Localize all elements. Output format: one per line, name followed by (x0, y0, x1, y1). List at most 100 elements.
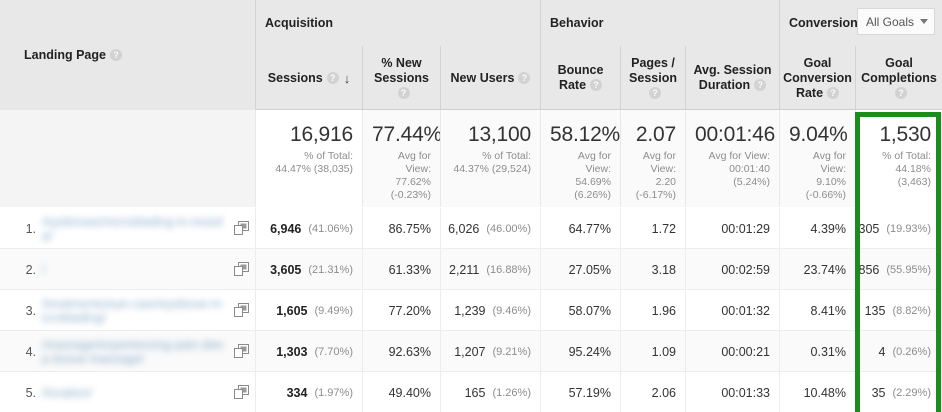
summary-avg-session-duration-sub2: 00:01:40 (729, 163, 770, 175)
column-header-new-users-label: New Users (450, 70, 515, 85)
summary-new-users-sub2: 44.37% (29,524) (453, 163, 531, 175)
summary-pct-new-sessions-value: 77.44% (372, 123, 443, 146)
summary-bounce-rate-sub1: Avg for View: (577, 150, 611, 175)
cell-pct-new-sessions-value: 77.20% (388, 303, 431, 318)
column-header-goal-conversion-rate-label: Goal Conversion Rate (783, 55, 852, 100)
cell-pct-new-sessions: 61.33% (362, 249, 440, 290)
landing-page-link[interactable]: / (42, 262, 46, 277)
cell-new-users-percent: (9.46%) (492, 304, 531, 317)
cell-avg-duration-value: 00:02:59 (721, 262, 770, 277)
group-header-conversions-label: Conversions (789, 16, 865, 30)
summary-avg-session-duration: 00:01:46 Avg for View: 00:01:40 (5.24%) (685, 110, 779, 207)
column-header-bounce-rate[interactable]: Bounce Rate? (540, 46, 620, 110)
row-index: 3. (25, 303, 36, 318)
column-header-goal-completions[interactable]: Goal Completions? (855, 46, 942, 110)
cell-pct-new-sessions: 92.63% (362, 331, 440, 372)
cell-pct-new-sessions-value: 61.33% (388, 262, 431, 277)
cell-new-users-percent: (16.88%) (486, 263, 531, 276)
group-header-acquisition-label: Acquisition (265, 16, 334, 30)
cell-goal-conv-rate: 4.39% (779, 208, 855, 249)
cell-goal-conv-rate: 10.48% (779, 372, 855, 412)
cell-sessions-value: 6,946 (270, 221, 302, 236)
cell-new-users: 6,026 (46.00%) (440, 208, 540, 249)
group-header-behavior-label: Behavior (550, 16, 604, 30)
cell-goal-completions-percent: (0.26%) (892, 345, 931, 358)
column-header-pages-session[interactable]: Pages / Session? (620, 46, 685, 110)
cell-pct-new-sessions: 77.20% (362, 290, 440, 331)
landing-page-link[interactable]: /treatments/eye-care/eyebrow-microbladin… (42, 296, 222, 325)
cell-new-users-percent: (9.21%) (492, 345, 531, 358)
cell-sessions-percent: (41.06%) (308, 222, 353, 235)
column-header-pct-new-sessions[interactable]: % New Sessions? (362, 46, 440, 110)
column-header-sessions[interactable]: Sessions? ↓ (255, 46, 362, 110)
cell-avg-duration: 00:01:29 (685, 208, 779, 249)
cell-goal-completions-percent: (8.82%) (892, 304, 931, 317)
help-icon[interactable]: ? (518, 71, 531, 84)
help-icon[interactable]: ? (827, 86, 840, 99)
table-row: 3. /treatments/eye-care/eyebrow-microblad… (0, 290, 942, 331)
cell-new-users: 1,239 (9.46%) (440, 290, 540, 331)
sort-descending-icon[interactable]: ↓ (343, 70, 351, 86)
summary-avg-session-duration-sub3: (5.24%) (733, 176, 770, 188)
open-in-new-window-icon[interactable] (234, 385, 249, 399)
help-icon[interactable]: ? (326, 71, 339, 84)
cell-goal-completions: 856 (55.95%) (855, 249, 942, 290)
help-icon[interactable]: ? (397, 86, 410, 99)
summary-row-dimension-cell (0, 110, 255, 313)
cell-goal-conv-rate-value: 4.39% (810, 221, 846, 236)
open-in-new-window-icon[interactable] (234, 221, 249, 235)
cell-goal-completions-value: 4 (878, 344, 886, 359)
cell-sessions-value: 334 (286, 385, 308, 400)
open-in-new-window-icon[interactable] (234, 262, 249, 276)
summary-pct-new-sessions: 77.44% Avg for View: 77.62% (-0.23%) (362, 110, 443, 207)
open-in-new-window-icon[interactable] (234, 344, 249, 358)
landing-page-link[interactable]: /massage/experiencing-pain-deep-tissue-m… (42, 337, 224, 366)
table-row: 5. /location/334 (1.97%) 49.40% 165 (1.26%) 57… (0, 372, 942, 412)
column-header-pages-session-label: Pages / Session (629, 55, 677, 85)
cell-sessions-value: 1,605 (276, 303, 308, 318)
summary-pages-session-value: 2.07 (635, 123, 676, 146)
column-header-landing-page[interactable]: Landing Page? (0, 0, 255, 110)
help-icon[interactable]: ? (754, 79, 767, 91)
column-header-sessions-label: Sessions (267, 70, 323, 85)
cell-avg-duration-value: 00:01:33 (721, 385, 770, 400)
summary-avg-session-duration-value: 00:01:46 (695, 123, 776, 146)
column-header-new-users[interactable]: New Users? (440, 46, 540, 110)
goal-selector-dropdown[interactable]: All Goals (857, 8, 935, 35)
cell-goal-completions-percent: (55.95%) (886, 263, 931, 276)
cell-avg-duration: 00:01:33 (685, 372, 779, 412)
cell-pct-new-sessions-value: 86.75% (388, 221, 431, 236)
row-index: 5. (25, 385, 36, 400)
cell-bounce-rate-value: 27.05% (568, 262, 611, 277)
cell-goal-completions: 135 (8.82%) (855, 290, 942, 331)
help-icon[interactable]: ? (649, 86, 661, 99)
help-icon[interactable]: ? (590, 79, 603, 91)
cell-sessions-percent: (9.49%) (314, 304, 353, 317)
cell-pct-new-sessions-value: 92.63% (388, 344, 431, 359)
cell-goal-conv-rate-value: 0.31% (810, 344, 846, 359)
open-in-new-window-icon[interactable] (234, 303, 249, 317)
cell-goal-completions-percent: (2.29%) (892, 386, 931, 399)
help-icon[interactable]: ? (109, 48, 122, 61)
summary-goal-completions-sub3: (3,463) (897, 176, 931, 188)
summary-goal-completions-sub2: 44.18% (895, 163, 931, 175)
landing-page-link[interactable]: /location/ (42, 385, 93, 400)
table-row: 1. /eyebrows/microblading-in-reseda/6,946… (0, 208, 942, 249)
landing-page-link[interactable]: /eyebrows/microblading-in-reseda/ (42, 214, 223, 243)
cell-bounce-rate: 64.77% (540, 208, 620, 249)
cell-goal-completions: 305 (19.93%) (855, 208, 942, 249)
help-icon[interactable]: ? (895, 86, 907, 99)
cell-sessions: 1,605 (9.49%) (255, 290, 362, 331)
column-header-avg-session-duration[interactable]: Avg. Session Duration? (685, 46, 779, 110)
summary-goal-conversion-rate-sub2: View: (820, 163, 847, 175)
cell-goal-completions-percent: (19.93%) (886, 222, 931, 235)
cell-goal-completions-value: 135 (864, 303, 886, 318)
cell-goal-conv-rate: 8.41% (779, 290, 855, 331)
goal-selector-value: All Goals (866, 14, 915, 29)
column-header-goal-conversion-rate[interactable]: Goal Conversion Rate? (779, 46, 855, 110)
cell-new-users-value: 1,239 (454, 303, 486, 318)
summary-bounce-rate-sub2: 54.69% (575, 176, 611, 188)
summary-goal-completions: 1,530 % of Total: 44.18% (3,463) (855, 110, 942, 207)
cell-new-users-value: 6,026 (448, 221, 480, 236)
